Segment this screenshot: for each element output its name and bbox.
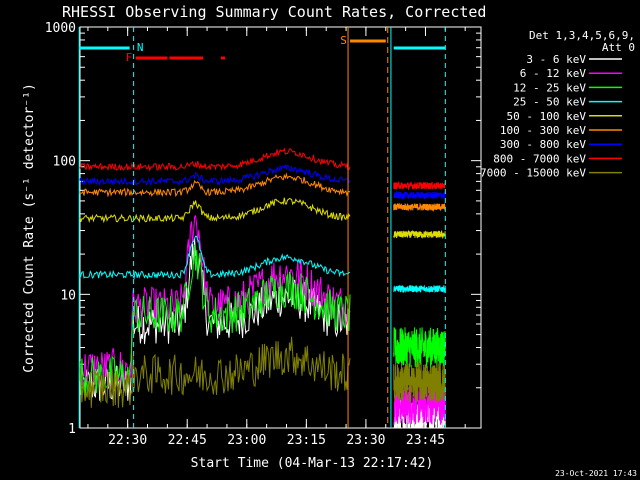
chart-title: RHESSI Observing Summary Count Rates, Co… <box>62 3 486 21</box>
series-line-4 <box>79 197 351 224</box>
legend-entry-label: 25 - 50 keV <box>513 96 586 109</box>
plot-frame <box>79 26 482 429</box>
series-line-3 <box>79 235 351 280</box>
series-line-6 <box>79 163 351 187</box>
series-line-7 <box>79 147 351 172</box>
legend-entry-label: 12 - 25 keV <box>513 81 586 94</box>
legend-entry-label: 6 - 12 keV <box>520 67 587 80</box>
legend-entry-label: 50 - 100 keV <box>507 110 587 123</box>
series-line-5 <box>393 202 446 212</box>
legend-entry-label: 100 - 300 keV <box>500 124 586 137</box>
legend-entry-label: 7000 - 15000 keV <box>480 167 586 180</box>
series-line-4 <box>393 229 446 240</box>
x-tick-label: 22:30 <box>108 433 147 448</box>
plot-area: 1 10 100 1000 22:30 22:45 23:00 23:15 23:30 23:45… <box>45 21 482 448</box>
y-tick-label: 100 <box>53 155 76 170</box>
series-line-2 <box>393 327 446 368</box>
x-tick-label: 23:00 <box>227 433 266 448</box>
x-tick-label: 23:45 <box>406 433 445 448</box>
night-flag-label: N <box>137 41 144 54</box>
legend-entry-label: 300 - 800 keV <box>500 138 586 151</box>
legend-entry-label: 3 - 6 keV <box>526 53 586 66</box>
y-tick-label: 10 <box>60 288 76 303</box>
series-line-3 <box>393 284 446 294</box>
x-tick-label: 23:30 <box>346 433 385 448</box>
legend-header: Att 0 <box>602 41 635 54</box>
saa-flag-label: S <box>340 34 347 47</box>
y-tick-label: 1 <box>68 422 76 437</box>
x-axis-label: Start Time (04-Mar-13 22:17:42) <box>191 456 434 471</box>
series-line-7 <box>393 180 446 191</box>
series-line-8 <box>393 361 446 403</box>
series-line-1 <box>393 384 446 425</box>
y-axis-label: Corrected Count Rate (s⁻¹ detector⁻¹) <box>22 83 37 373</box>
series-line-8 <box>79 336 351 408</box>
y-tick-label: 1000 <box>45 21 76 36</box>
flare-flag-label: F <box>126 51 133 64</box>
x-tick-label: 22:45 <box>168 433 207 448</box>
legend-header: Det 1,3,4,5,6,9, <box>529 29 635 42</box>
timestamp: 23-Oct-2021 17:43 <box>555 469 637 478</box>
series-line-6 <box>393 190 446 200</box>
legend-entry-label: 800 - 7000 keV <box>493 152 586 165</box>
x-tick-label: 23:15 <box>287 433 326 448</box>
series-line-5 <box>79 172 351 198</box>
